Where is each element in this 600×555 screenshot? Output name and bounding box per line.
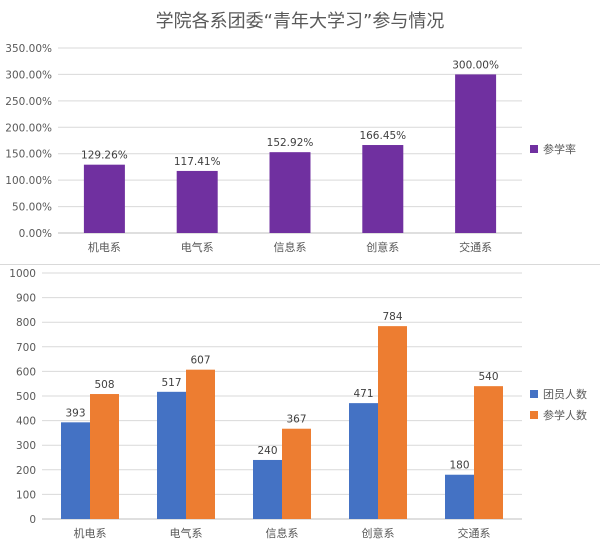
bar [253, 459, 282, 519]
bar [362, 145, 404, 233]
y-tick-label: 200.00% [5, 122, 52, 134]
y-tick-label: 400 [16, 416, 36, 428]
bar [445, 474, 474, 519]
y-tick-label: 500 [16, 391, 36, 403]
data-label: 300.00% [452, 59, 499, 71]
data-label: 180 [449, 460, 469, 472]
bar [269, 152, 311, 233]
data-label: 607 [190, 355, 210, 367]
data-label: 166.45% [359, 130, 406, 142]
data-label: 152.92% [267, 137, 314, 149]
y-tick-label: 300 [16, 440, 36, 452]
legend-swatch [530, 145, 538, 153]
data-label: 367 [286, 414, 306, 426]
legend-swatch [530, 390, 538, 398]
legend-swatch [530, 411, 538, 419]
data-label: 540 [478, 371, 498, 383]
data-label: 471 [353, 388, 373, 400]
data-label: 129.26% [81, 150, 128, 162]
y-tick-label: 900 [16, 293, 36, 305]
x-tick-label: 电气系 [170, 526, 203, 540]
data-label: 517 [161, 377, 181, 389]
x-tick-label: 交通系 [459, 240, 492, 254]
x-tick-label: 电气系 [181, 240, 214, 254]
y-tick-label: 150.00% [5, 149, 52, 161]
chart-title: 学院各系团委“青年大学习”参与情况 [156, 11, 445, 32]
y-tick-label: 800 [16, 317, 36, 329]
bar [61, 422, 90, 519]
x-tick-label: 交通系 [458, 526, 491, 540]
bar [186, 369, 215, 519]
bar [282, 428, 311, 519]
bar [90, 394, 119, 519]
x-tick-label: 创意系 [362, 526, 395, 540]
y-tick-label: 600 [16, 366, 36, 378]
data-label: 784 [382, 311, 402, 323]
member-count-chart: 0 100 200 300 400 500 600 700 800 900 1000 机电系 393 50… [9, 268, 587, 540]
data-label: 240 [257, 445, 277, 457]
y-tick-label: 0.00% [19, 228, 52, 240]
x-tick-label: 创意系 [366, 240, 399, 254]
bar [455, 74, 497, 233]
legend-label: 参学率 [543, 142, 576, 156]
legend-label: 参学人数 [543, 408, 587, 422]
x-tick-label: 机电系 [88, 240, 121, 254]
bar [176, 170, 218, 233]
data-label: 117.41% [174, 156, 221, 168]
y-tick-label: 100 [16, 489, 36, 501]
bar [83, 164, 125, 233]
legend-label: 团员人数 [543, 388, 587, 401]
x-tick-label: 信息系 [266, 526, 299, 540]
participation-rate-chart: 学院各系团委“青年大学习”参与情况 0.00% 50.00% 100.00% 150.… [5, 11, 576, 254]
y-tick-label: 50.00% [12, 202, 52, 214]
y-tick-label: 250.00% [5, 96, 52, 108]
y-tick-label: 300.00% [5, 69, 52, 81]
member-count-chart-panel: 0 100 200 300 400 500 600 700 800 900 1000 机电系 393 50… [0, 266, 600, 551]
y-tick-label: 200 [16, 465, 36, 477]
y-tick-label: 0 [29, 514, 36, 526]
x-tick-label: 机电系 [74, 526, 107, 540]
participation-rate-chart-panel: 学院各系团委“青年大学习”参与情况 0.00% 50.00% 100.00% 150.… [0, 0, 600, 265]
y-tick-label: 100.00% [5, 175, 52, 187]
bar [474, 386, 503, 519]
bar [349, 403, 378, 519]
bar [157, 391, 186, 519]
data-label: 508 [94, 379, 114, 391]
bar [378, 326, 407, 519]
y-tick-label: 700 [16, 342, 36, 354]
y-tick-label: 350.00% [5, 43, 52, 55]
data-label: 393 [65, 407, 85, 419]
x-tick-label: 信息系 [274, 240, 307, 254]
y-tick-label: 1000 [9, 268, 36, 280]
